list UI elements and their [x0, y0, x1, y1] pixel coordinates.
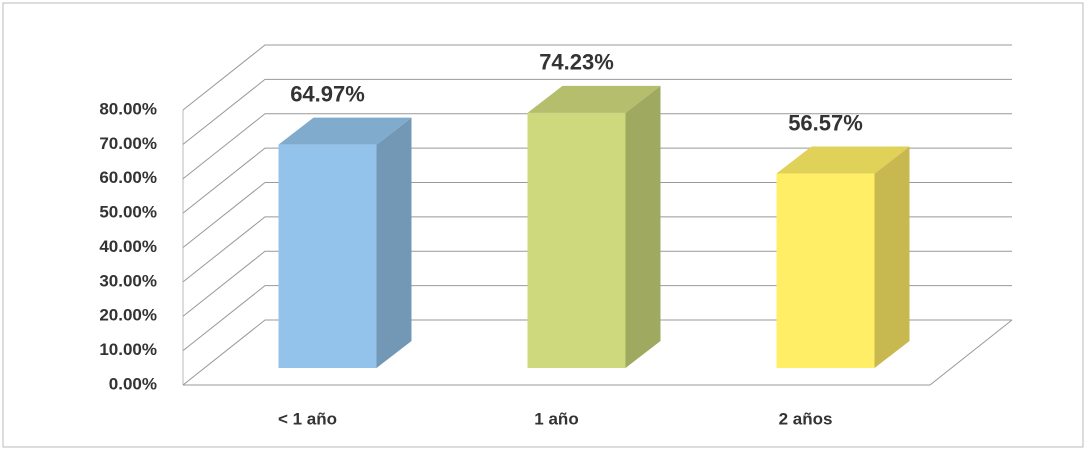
- value-label: 74.23%: [539, 50, 614, 75]
- y-tick-label: 40.00%: [99, 237, 157, 256]
- x-tick-label: 1 año: [534, 409, 578, 428]
- y-tick-label: 50.00%: [99, 203, 157, 222]
- floor: [183, 319, 1013, 386]
- grid-line: [182, 44, 1012, 111]
- bar-top: [278, 117, 412, 145]
- grid-line: [182, 78, 1012, 145]
- y-tick-label: 30.00%: [99, 271, 157, 290]
- bar-front: [527, 112, 626, 368]
- x-tick-label: < 1 año: [278, 409, 337, 428]
- y-tick-label: 10.00%: [99, 340, 157, 359]
- y-tick-label: 60.00%: [99, 168, 157, 187]
- bar-top: [527, 85, 661, 113]
- bar-side-shade: [625, 85, 661, 368]
- bar: [776, 146, 910, 368]
- bar: [278, 117, 412, 369]
- y-tick-label: 20.00%: [99, 306, 157, 325]
- bar-side-shade: [376, 117, 412, 369]
- bar-top: [776, 146, 910, 174]
- value-label: 64.97%: [290, 81, 365, 106]
- bar-front: [278, 144, 377, 368]
- value-label: 56.57%: [788, 110, 863, 135]
- grid-line: [182, 319, 1012, 386]
- x-tick-label: 2 años: [779, 409, 833, 428]
- bar: [527, 85, 661, 368]
- grid-line: [182, 216, 1012, 283]
- bar-top-shade: [278, 117, 412, 145]
- bar-side: [874, 146, 910, 368]
- grid-line: [182, 182, 1012, 248]
- y-tick-label: 70.00%: [99, 134, 157, 153]
- bar-top-shade: [776, 146, 910, 174]
- bar-front: [776, 173, 875, 368]
- grid-line: [182, 147, 1012, 214]
- grid-line: [182, 285, 1012, 352]
- bar-side: [625, 85, 661, 368]
- bar-side-shade: [874, 146, 910, 368]
- bar-top-shade: [527, 85, 661, 113]
- grid-line: [182, 250, 1012, 317]
- bar-side: [376, 117, 412, 369]
- y-tick-label: 0.00%: [109, 374, 157, 393]
- grid-line: [182, 113, 1012, 180]
- y-tick-label: 80.00%: [99, 99, 157, 118]
